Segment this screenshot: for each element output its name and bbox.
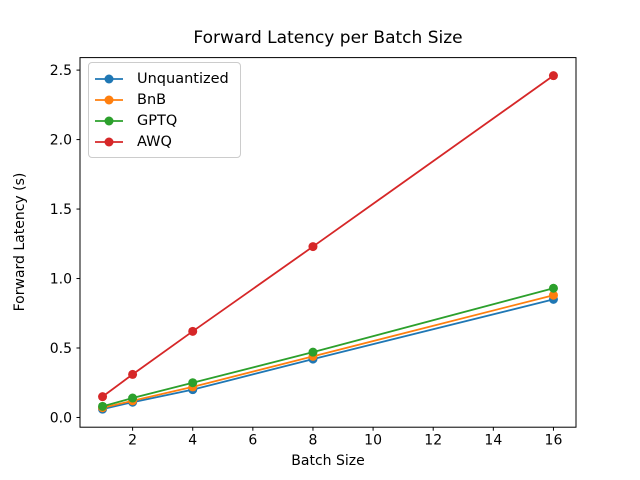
chart-title: Forward Latency per Batch Size — [193, 28, 463, 48]
plot-border — [79, 57, 577, 428]
series-marker-gptq — [98, 401, 108, 411]
series-marker-awq — [128, 369, 138, 379]
y-tick-label: 2.0 — [50, 133, 72, 149]
x-axis-label: Batch Size — [291, 453, 365, 469]
x-tick-label: 10 — [364, 433, 382, 449]
x-tick-label: 12 — [424, 433, 442, 449]
x-tick-label: 16 — [545, 433, 563, 449]
legend-line-marker-icon — [95, 95, 123, 104]
series-marker-awq — [188, 326, 198, 336]
y-tick-label: 0.0 — [50, 410, 72, 426]
legend-label: GPTQ — [137, 112, 178, 129]
legend-line-marker-icon — [95, 74, 123, 83]
y-tick-label: 0.5 — [50, 341, 72, 357]
y-tick-label: 1.0 — [50, 272, 72, 288]
x-tick-label: 6 — [248, 433, 257, 449]
legend-item-unquantized: Unquantized — [94, 68, 229, 89]
series-marker-gptq — [308, 347, 318, 357]
legend-item-bnb: BnB — [94, 89, 229, 110]
series-marker-awq — [98, 392, 108, 402]
series-marker-gptq — [188, 378, 198, 388]
series-marker-awq — [548, 71, 558, 81]
series-marker-bnb — [548, 290, 558, 300]
legend-line-marker-icon — [95, 116, 123, 125]
legend-item-gptq: GPTQ — [94, 110, 229, 131]
legend-line-marker-icon — [95, 137, 123, 146]
legend-label: BnB — [137, 91, 167, 108]
legend-item-awq: AWQ — [94, 131, 229, 152]
series-marker-gptq — [548, 283, 558, 293]
x-tick-label: 2 — [128, 433, 137, 449]
series-marker-awq — [308, 242, 318, 252]
y-tick-label: 2.5 — [50, 63, 72, 79]
x-tick-label: 4 — [188, 433, 197, 449]
series-line-bnb — [101, 294, 555, 409]
legend-label: Unquantized — [137, 70, 229, 87]
series-marker-gptq — [128, 393, 138, 403]
x-tick-label: 14 — [484, 433, 502, 449]
y-tick-label: 1.5 — [50, 202, 72, 218]
x-tick-label: 8 — [309, 433, 318, 449]
legend: Unquantized BnB GPTQ AWQ — [88, 62, 241, 158]
legend-label: AWQ — [137, 133, 172, 150]
